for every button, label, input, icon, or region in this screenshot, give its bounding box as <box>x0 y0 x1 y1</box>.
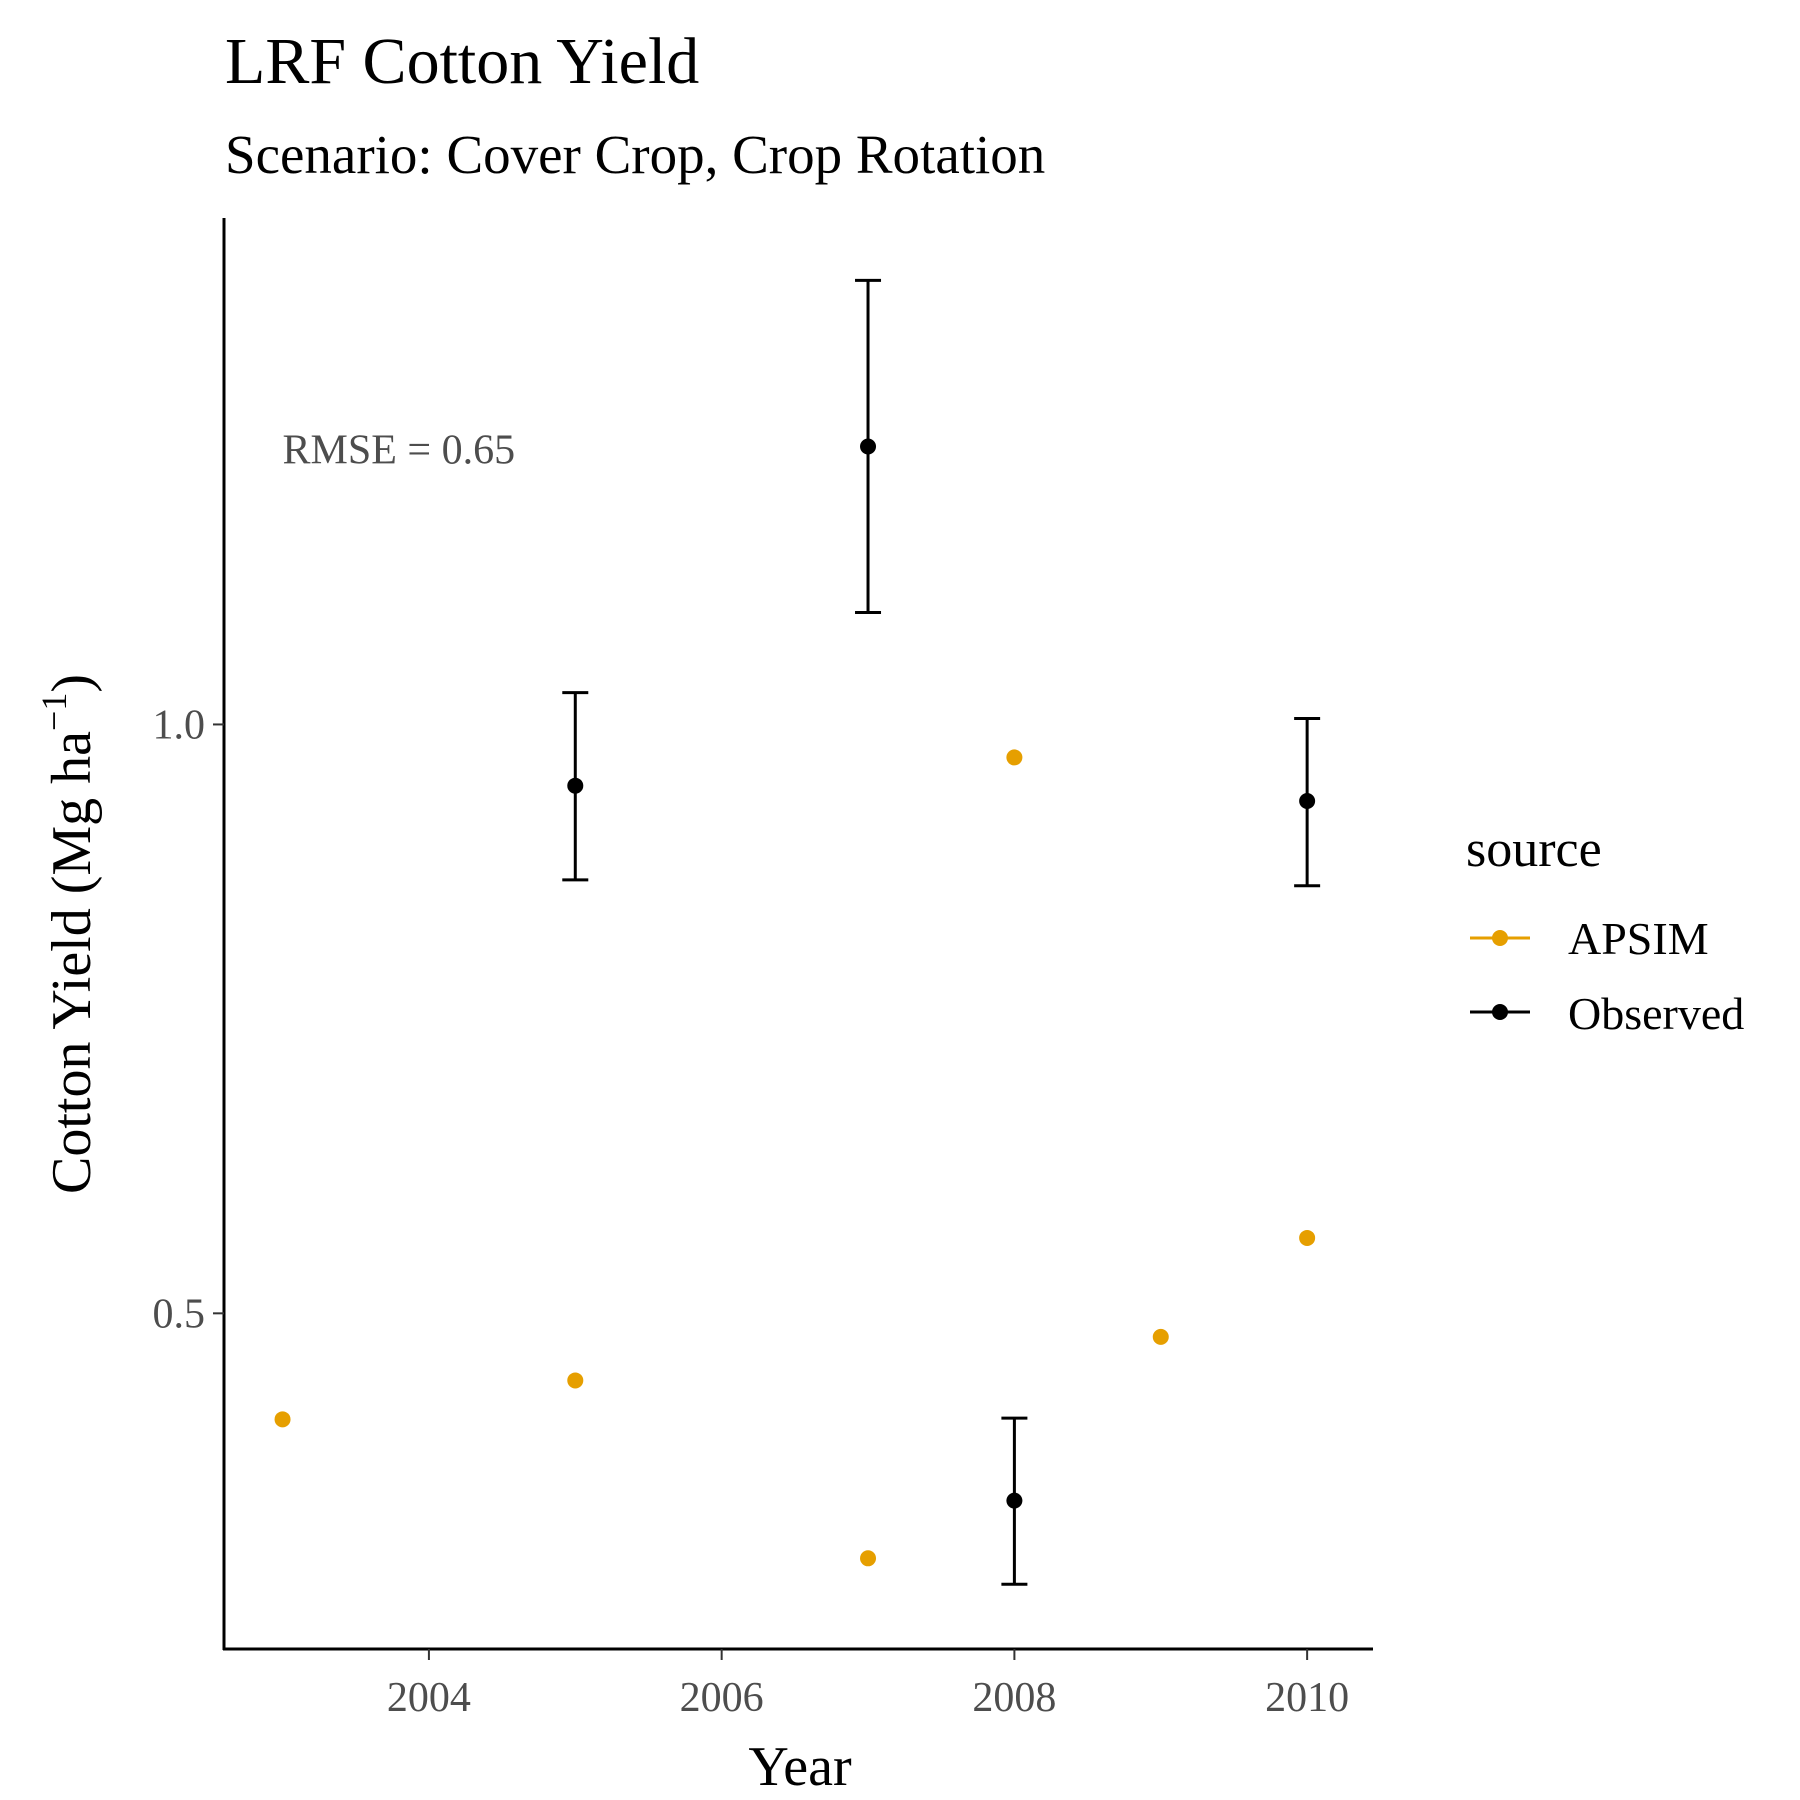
observed-point <box>1006 1492 1023 1509</box>
y-axis-title: Cotton Yield (Mg ha−1) <box>34 674 103 1194</box>
legend-key-apsim-dot <box>1492 930 1508 946</box>
legend-item-apsim: APSIM <box>1470 913 1709 964</box>
x-tick-label: 2004 <box>387 1675 471 1721</box>
x-tick-label: 2008 <box>972 1675 1056 1721</box>
x-axis-ticks: 2004 2006 2008 2010 <box>387 1649 1349 1721</box>
y-tick-label: 1.0 <box>153 702 206 748</box>
y-axis-title-exponent: −1 <box>34 693 74 731</box>
observed-point <box>860 438 877 455</box>
apsim-point <box>1006 749 1023 766</box>
y-tick-label: 0.5 <box>153 1291 206 1337</box>
apsim-point <box>860 1550 877 1567</box>
apsim-point <box>1299 1229 1316 1246</box>
y-axis-title-main: Cotton Yield (Mg ha <box>41 731 103 1194</box>
rmse-annotation: RMSE = 0.65 <box>283 428 516 474</box>
chart-subtitle: Scenario: Cover Crop, Crop Rotation <box>225 124 1045 185</box>
y-axis-title-close: ) <box>41 674 103 693</box>
observed-point <box>567 777 584 794</box>
legend-key-observed-dot <box>1492 1004 1508 1020</box>
legend-item-observed: Observed <box>1470 988 1744 1039</box>
chart-title: LRF Cotton Yield <box>225 25 699 98</box>
apsim-point <box>274 1411 291 1428</box>
plot-area <box>274 278 1321 1586</box>
x-axis-title: Year <box>748 1736 852 1798</box>
apsim-point <box>1152 1328 1169 1345</box>
x-tick-label: 2006 <box>680 1675 764 1721</box>
legend-title: source <box>1466 821 1602 878</box>
apsim-point <box>567 1372 584 1389</box>
legend-label-apsim: APSIM <box>1568 913 1709 964</box>
legend-label-observed: Observed <box>1568 988 1744 1039</box>
observed-point <box>1299 793 1316 809</box>
x-tick-label: 2010 <box>1265 1675 1349 1721</box>
y-axis-ticks: 0.5 1.0 <box>153 702 224 1337</box>
legend: source APSIM Observed <box>1466 821 1744 1039</box>
